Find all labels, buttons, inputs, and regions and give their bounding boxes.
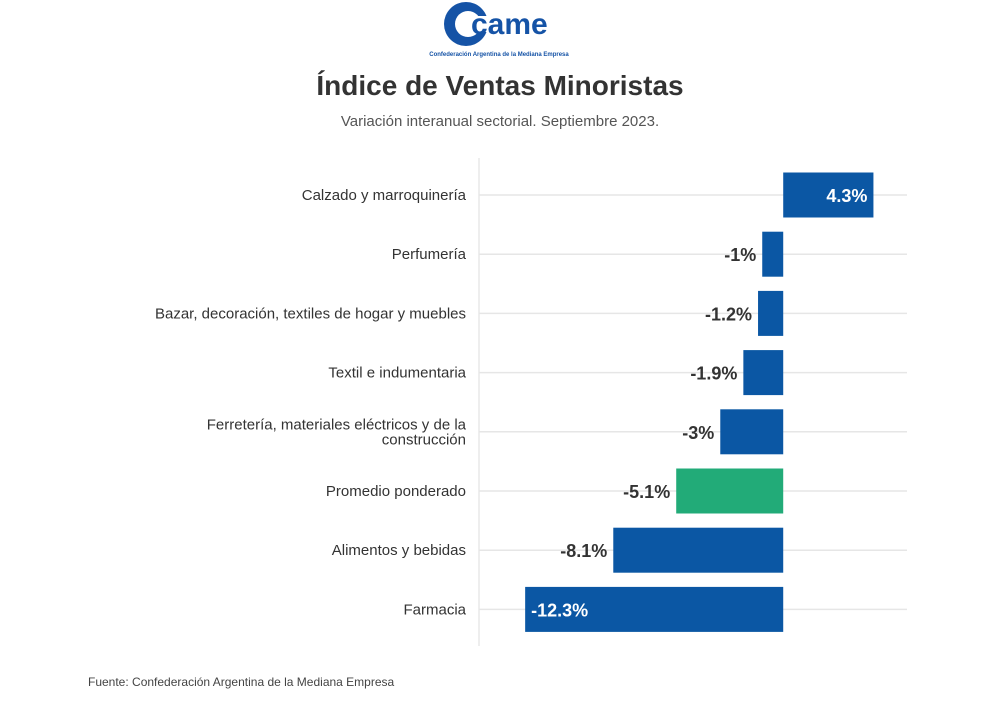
category-label: construcción: [382, 431, 466, 448]
value-label: 4.3%: [826, 186, 867, 206]
category-label: Alimentos y bebidas: [332, 542, 466, 559]
category-label: Farmacia: [403, 601, 466, 618]
bar: [613, 527, 784, 573]
bar: [743, 350, 784, 396]
value-label: -1.2%: [705, 304, 752, 324]
bar: [676, 468, 784, 514]
chart-subtitle: Variación interanual sectorial. Septiemb…: [340, 113, 660, 130]
bar: [525, 586, 784, 632]
category-label: Bazar, decoración, textiles de hogar y m…: [155, 305, 466, 322]
category-label: Calzado y marroquinería: [302, 187, 467, 204]
category-label: Promedio ponderado: [326, 483, 466, 500]
bar: [762, 231, 784, 277]
category-label: Perfumería: [392, 246, 467, 263]
bar: [758, 290, 784, 336]
value-label: -12.3%: [531, 600, 588, 620]
chart-title: Índice de Ventas Minoristas: [316, 70, 684, 101]
value-label: -3%: [682, 423, 714, 443]
category-label: Textil e indumentaria: [328, 365, 466, 382]
value-label: -1%: [724, 245, 756, 265]
value-label: -8.1%: [560, 541, 607, 561]
value-label: -1.9%: [690, 364, 737, 384]
bar: [783, 172, 874, 218]
bar: [720, 409, 784, 455]
chart-source: Fuente: Confederación Argentina de la Me…: [88, 675, 395, 689]
logo-wordmark: came: [471, 8, 548, 41]
came-logo-mark: came: [444, 2, 548, 46]
value-label: -5.1%: [623, 482, 670, 502]
logo-organization: Confederación Argentina de la Mediana Em…: [429, 52, 569, 58]
came-logo: came Confederación Argentina de la Media…: [424, 0, 574, 64]
category-label: Ferretería, materiales eléctricos y de l…: [207, 416, 467, 433]
